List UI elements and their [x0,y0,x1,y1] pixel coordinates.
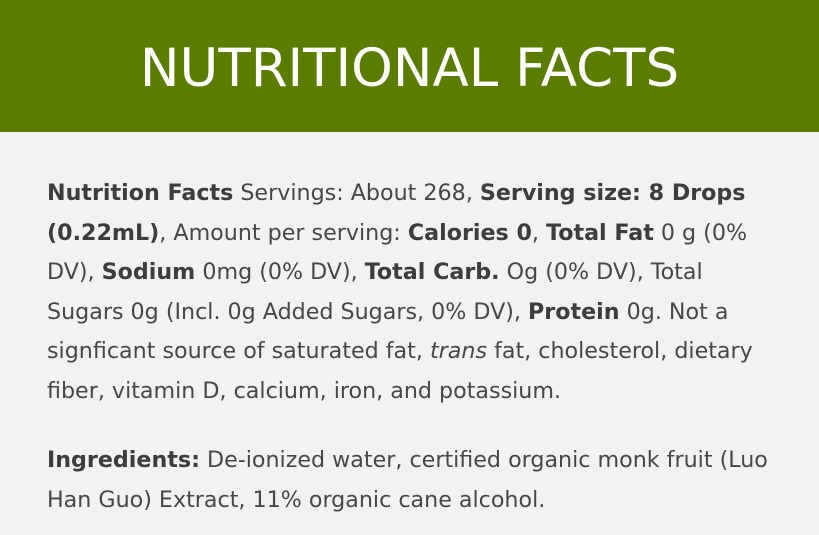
ingredients-paragraph: Ingredients: De-ionized water, certified… [47,441,779,520]
carb-sugars-value: Og (0% DV), Total Sugars 0g (Incl. 0g Ad… [47,259,703,325]
nutrition-facts-paragraph: Nutrition Facts Servings: About 268, Ser… [47,174,779,411]
calories-label: Calories 0 [407,219,532,246]
sodium-value: 0mg (0% DV), [195,259,365,285]
total-fat-value: 0 g (0% DV), [47,219,748,286]
amount-text: , Amount per serving: [159,219,408,246]
total-carb-label: Total Carb. [364,259,500,285]
page-header: NUTRITIONAL FACTS [0,0,819,132]
serving-size-label: Serving size: 8 Drops (0.22mL) [47,180,746,246]
trans-text: trans [429,338,488,364]
ingredients-text: De-ionized water, certified organic monk… [47,447,768,513]
total-fat-label: Total Fat [546,219,654,246]
protein-label: Protein [528,298,620,325]
page-title: NUTRITIONAL FACTS [139,37,680,99]
ingredients-label: Ingredients: [47,447,200,473]
servings-text: Servings: About 268, [233,180,480,206]
sodium-label: Sodium [101,259,196,285]
not-significant-text: fat, cholesterol, dietary fiber, vitamin… [47,338,753,404]
protein-value: 0g. Not a signficant source of saturated… [47,298,729,365]
nutrition-facts-label: Nutrition Facts [47,180,234,206]
separator-text: , [531,219,547,246]
